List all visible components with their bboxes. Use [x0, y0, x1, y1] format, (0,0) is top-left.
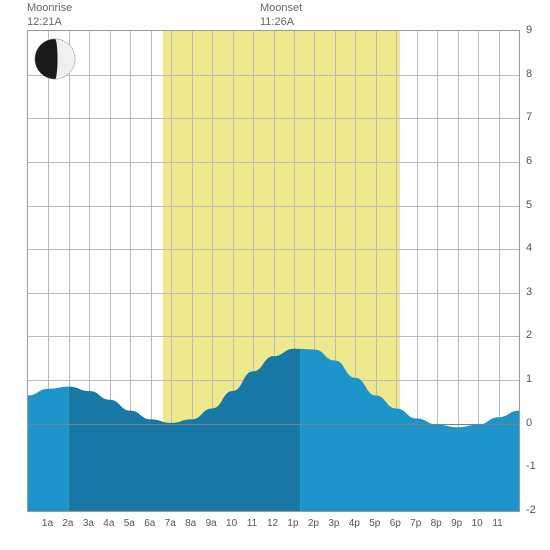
y-tick-label: 6	[526, 155, 532, 167]
x-tick-label: 1a	[42, 518, 53, 529]
moonset-time: 11:26A	[260, 16, 294, 28]
y-tick-label: 7	[526, 111, 532, 123]
x-tick-label: 8a	[185, 518, 196, 529]
zero-axis-line	[28, 424, 519, 425]
x-tick-label: 7a	[165, 518, 176, 529]
y-tick-label: -2	[526, 504, 536, 516]
plot-area	[27, 30, 520, 512]
y-tick-label: 1	[526, 373, 532, 385]
tide-seg-3	[300, 349, 519, 511]
x-tick-label: 2p	[308, 518, 319, 529]
tide-chart: Moonrise 12:21A Moonset 11:26A 1a 2a 3a 4a 5…	[0, 0, 550, 550]
moonrise-time: 12:21A	[27, 16, 62, 28]
moonrise-label: Moonrise 12:21A	[27, 1, 72, 30]
x-tick-label: 4a	[103, 518, 114, 529]
y-tick-label: 9	[526, 24, 532, 36]
moon-phase-icon	[34, 38, 76, 80]
x-tick-label: 9p	[451, 518, 462, 529]
y-tick-label: 5	[526, 199, 532, 211]
x-tick-label: 10	[226, 518, 237, 529]
moonset-label: Moonset 11:26A	[260, 1, 302, 30]
x-tick-label: 11	[492, 518, 502, 529]
x-tick-label: 5a	[124, 518, 135, 529]
moonrise-title: Moonrise	[27, 2, 72, 14]
x-tick-label: 10	[472, 518, 483, 529]
x-tick-label: 6a	[144, 518, 155, 529]
y-tick-label: -1	[526, 460, 536, 472]
tide-area	[28, 31, 519, 511]
x-tick-label: 5p	[369, 518, 380, 529]
x-tick-label: 2a	[62, 518, 73, 529]
x-tick-label: 6p	[390, 518, 401, 529]
x-tick-label: 9a	[206, 518, 217, 529]
y-tick-label: 4	[526, 242, 532, 254]
x-tick-label: 4p	[349, 518, 360, 529]
x-tick-label: 7p	[410, 518, 421, 529]
x-tick-label: 3a	[83, 518, 94, 529]
y-tick-label: 2	[526, 329, 532, 341]
y-tick-label: 0	[526, 417, 532, 429]
x-tick-label: 11	[247, 518, 257, 529]
tide-seg-1	[28, 387, 69, 511]
y-tick-label: 3	[526, 286, 532, 298]
x-tick-label: 3p	[328, 518, 339, 529]
x-tick-label: 1p	[287, 518, 298, 529]
x-tick-label: 12	[267, 518, 278, 529]
tide-seg-shade	[69, 349, 300, 511]
x-tick-label: 8p	[431, 518, 442, 529]
y-tick-label: 8	[526, 68, 532, 80]
moonset-title: Moonset	[260, 2, 302, 14]
